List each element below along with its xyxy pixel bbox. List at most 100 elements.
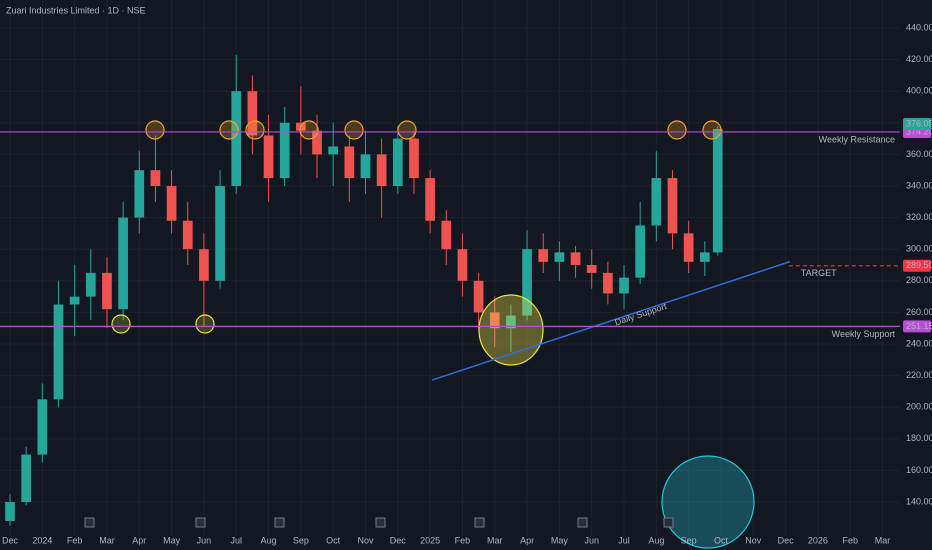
- y-tick-label: 140.00: [906, 496, 932, 506]
- x-tick-label: Aug: [648, 535, 664, 545]
- y-tick-label: 340.00: [906, 180, 932, 190]
- candle-body: [328, 146, 339, 155]
- price-line-label: Weekly Support: [832, 329, 896, 339]
- trendline: [431, 260, 791, 381]
- candle-body: [5, 502, 15, 521]
- y-tick-label: 400.00: [906, 86, 932, 96]
- y-tick-label: 320.00: [906, 212, 932, 222]
- last-price-label: 376.05: [906, 118, 932, 128]
- x-tick-label: Aug: [261, 535, 277, 545]
- candle-body: [699, 252, 710, 262]
- x-tick-label: Sep: [681, 535, 697, 545]
- candle-body: [619, 277, 629, 294]
- y-tick-label: 300.00: [906, 244, 932, 254]
- earnings-marker: [274, 517, 285, 528]
- candle-body: [21, 454, 32, 503]
- y-tick-label: 240.00: [906, 338, 932, 348]
- x-tick-label: Dec: [390, 535, 407, 545]
- x-tick-label: Mar: [875, 535, 891, 545]
- x-tick-label: Jun: [197, 535, 212, 545]
- target-label: TARGET: [801, 268, 837, 278]
- x-tick-label: Apr: [520, 535, 534, 545]
- earnings-marker: [663, 517, 674, 528]
- x-tick-label: Nov: [357, 535, 374, 545]
- y-tick-label: 200.00: [906, 402, 932, 412]
- resistance-touch: [145, 120, 165, 140]
- candle-body: [37, 399, 48, 455]
- candle-body: [166, 185, 177, 221]
- candle-body: [312, 130, 322, 155]
- candle-body: [441, 220, 452, 250]
- earnings-marker: [195, 517, 206, 528]
- earnings-marker: [474, 517, 485, 528]
- y-tick-label: 280.00: [906, 275, 932, 285]
- last-price-tag: [903, 118, 931, 131]
- x-tick-label: 2026: [808, 535, 828, 545]
- resistance-touch: [299, 120, 319, 140]
- x-tick-label: Oct: [714, 535, 729, 545]
- price-line-label: Weekly Resistance: [819, 134, 895, 144]
- candle-body: [603, 272, 613, 294]
- candle-body: [182, 220, 193, 250]
- x-tick-label: Jun: [584, 535, 599, 545]
- x-tick-label: Apr: [132, 535, 146, 545]
- candles: [5, 54, 723, 526]
- support-touch: [195, 314, 215, 334]
- x-tick-label: May: [551, 535, 569, 545]
- candle-body: [263, 135, 274, 179]
- x-tick-label: 2025: [420, 535, 440, 545]
- support-touch: [111, 314, 131, 334]
- candle-body: [489, 312, 500, 329]
- highlight-circles: [111, 120, 755, 549]
- resistance-touch: [344, 120, 364, 140]
- support-zone: [478, 294, 544, 366]
- candle-body: [522, 249, 532, 316]
- candle-body: [538, 249, 549, 262]
- x-tick-label: Mar: [487, 535, 503, 545]
- candle-body: [215, 185, 225, 281]
- x-tick-label: Jul: [230, 535, 242, 545]
- y-tick-label: 440.00: [906, 22, 932, 32]
- x-tick-label: Dec: [2, 535, 19, 545]
- price-tag-label: 289.50: [906, 260, 932, 270]
- earnings-marker: [375, 517, 386, 528]
- candle-body: [376, 154, 387, 186]
- candle-body: [279, 122, 290, 179]
- volume-spike: [661, 455, 755, 549]
- x-tick-label: Sep: [293, 535, 309, 545]
- price-tag-label: 251.15: [906, 321, 932, 331]
- chart-title: Zuari Industries Limited · 1D · NSE: [6, 5, 146, 15]
- candle-body: [457, 249, 468, 281]
- y-tick-label: 420.00: [906, 54, 932, 64]
- x-tick-label: Nov: [745, 535, 762, 545]
- x-tick-label: Feb: [455, 535, 471, 545]
- candle-body: [231, 91, 242, 186]
- resistance-touch: [219, 120, 239, 140]
- earnings-marker: [577, 517, 588, 528]
- earnings-markers: [84, 517, 674, 528]
- price-tag: [903, 259, 931, 272]
- x-tick-label: May: [163, 535, 181, 545]
- y-tick-label: 220.00: [906, 370, 932, 380]
- candle-body: [712, 129, 723, 253]
- price-tag: [903, 320, 931, 333]
- candle-body: [651, 178, 662, 226]
- candle-body: [409, 138, 419, 179]
- y-tick-label: 260.00: [906, 307, 932, 317]
- candle-body: [344, 146, 355, 179]
- price-tag-label: 374.20: [906, 126, 932, 136]
- candle-body: [635, 225, 646, 278]
- candle-body: [85, 272, 96, 297]
- y-tick-label: 160.00: [906, 465, 932, 475]
- candle-body: [134, 170, 145, 218]
- resistance-touch: [667, 120, 687, 140]
- x-tick-label: Dec: [778, 535, 795, 545]
- candle-body: [425, 178, 435, 221]
- candle-body: [392, 138, 403, 186]
- x-tick-label: Mar: [99, 535, 115, 545]
- candle-body: [102, 272, 112, 310]
- x-tick-label: 2024: [32, 535, 52, 545]
- x-tick-label: Feb: [842, 535, 858, 545]
- candle-body: [199, 249, 209, 281]
